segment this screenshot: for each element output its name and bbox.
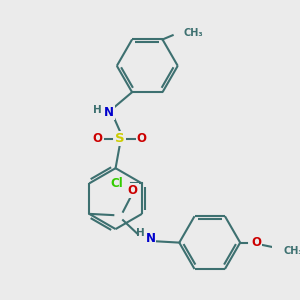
Text: O: O bbox=[252, 236, 262, 249]
Text: Cl: Cl bbox=[110, 177, 123, 190]
Text: CH₃: CH₃ bbox=[184, 28, 203, 38]
Text: CH₃: CH₃ bbox=[283, 246, 300, 256]
Text: N: N bbox=[104, 106, 114, 119]
Text: O: O bbox=[128, 184, 138, 197]
Text: O: O bbox=[93, 132, 103, 145]
Text: H: H bbox=[93, 105, 102, 115]
Text: N: N bbox=[146, 232, 155, 245]
Text: S: S bbox=[115, 132, 124, 145]
Text: H: H bbox=[136, 228, 144, 238]
Text: O: O bbox=[137, 132, 147, 145]
